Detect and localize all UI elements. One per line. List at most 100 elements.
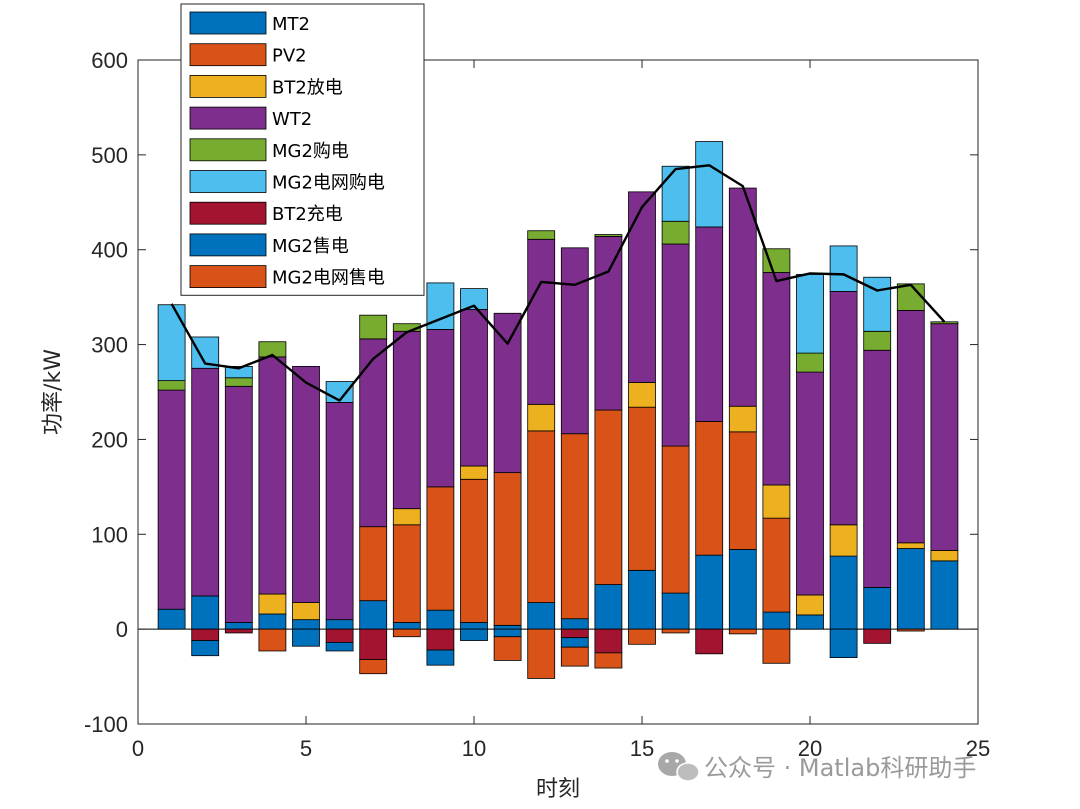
legend-swatch xyxy=(189,170,267,193)
bar-segment xyxy=(460,628,488,641)
bar-segment xyxy=(863,349,892,588)
bar-segment xyxy=(863,628,892,644)
bar-segment xyxy=(325,402,354,621)
x-axis-title: 时刻 xyxy=(536,777,580,802)
legend-label: BT2放电 xyxy=(272,77,343,98)
bar-segment xyxy=(930,550,959,562)
bar-segment xyxy=(460,309,488,467)
bar-segment xyxy=(359,628,388,660)
bar-segment xyxy=(157,608,186,630)
bar-segment xyxy=(392,508,421,526)
axes-box xyxy=(137,59,979,725)
bar-segment xyxy=(560,628,589,639)
bar-segment xyxy=(560,433,589,620)
bar-segment xyxy=(157,304,186,382)
bar-segment xyxy=(762,628,791,664)
bar-segment xyxy=(191,628,220,641)
bar-segment xyxy=(493,636,522,661)
legend: MT2 PV2 BT2放电 WT2 MG2购电 MG2电网购电 BT2充电 MG2售电 MG2电… xyxy=(180,3,425,296)
bar-segment xyxy=(829,245,858,292)
watermark: 公众号 · Matlab科研助手 xyxy=(658,752,976,782)
bar-segment xyxy=(560,637,589,648)
bar-segment xyxy=(594,409,623,585)
bar-segment xyxy=(628,628,656,645)
bar-segment xyxy=(661,592,690,630)
bar-segment xyxy=(224,365,253,379)
x-tick-label: 25 xyxy=(966,736,990,761)
bar-segment xyxy=(796,614,824,630)
bar-segment xyxy=(527,628,556,679)
bar-segment xyxy=(392,524,421,623)
bar-segment xyxy=(728,549,757,630)
bar-segment xyxy=(695,628,724,655)
bar-segment xyxy=(695,141,724,228)
bar-segment xyxy=(661,445,690,594)
bar-segment xyxy=(628,406,656,571)
bar-segment xyxy=(460,288,488,310)
bar-segment xyxy=(930,323,959,551)
load-line xyxy=(170,164,946,402)
bar-segment xyxy=(292,602,320,621)
bar-segment xyxy=(896,310,925,544)
bar-segment xyxy=(728,628,757,635)
bar-segment xyxy=(527,238,556,405)
bar-segment xyxy=(426,649,455,666)
bar-segment xyxy=(527,230,556,240)
bar-segment xyxy=(460,622,488,630)
y-tick-label: 400 xyxy=(91,238,128,263)
legend-swatch xyxy=(189,75,267,98)
watermark-text: 公众号 · Matlab科研助手 xyxy=(704,754,976,782)
bar-segment xyxy=(728,187,757,407)
bar-segment xyxy=(359,338,388,528)
bar-segment xyxy=(796,273,824,354)
bar-segment xyxy=(493,312,522,474)
legend-label: MG2售电 xyxy=(272,236,349,257)
bar-segment xyxy=(863,330,892,351)
bar-segment xyxy=(258,628,287,652)
bar-segment xyxy=(796,352,824,373)
bar-segment xyxy=(594,584,623,630)
bar-segment xyxy=(762,484,791,519)
legend-label: MT2 xyxy=(272,14,310,35)
bar-segment xyxy=(292,628,320,647)
bar-segment xyxy=(661,628,690,634)
bar-segment xyxy=(661,165,690,222)
legend-label: PV2 xyxy=(272,46,307,67)
bar-segment xyxy=(157,380,186,391)
bar-segment xyxy=(829,291,858,526)
legend-label: MG2购电 xyxy=(272,141,349,162)
bar-segment xyxy=(325,642,354,652)
bar-segment xyxy=(191,595,220,630)
legend-label: WT2 xyxy=(272,109,312,130)
bar-segment xyxy=(896,548,925,630)
bar-segment xyxy=(930,560,959,630)
bar-segment xyxy=(493,472,522,626)
bar-segment xyxy=(426,609,455,630)
bar-segment xyxy=(695,226,724,422)
bar-segment xyxy=(224,385,253,623)
bar-segment xyxy=(224,628,253,634)
bar-segment xyxy=(594,628,623,654)
bar-segment xyxy=(359,314,388,340)
bar-segment xyxy=(628,191,656,383)
legend-label: MG2电网售电 xyxy=(272,268,385,289)
bar-segment xyxy=(560,618,589,630)
bar-segment xyxy=(762,517,791,613)
bar-segment xyxy=(628,569,656,630)
bar-segment xyxy=(359,659,388,675)
bar-segment xyxy=(258,613,287,630)
bar-segment xyxy=(292,365,320,603)
bar-segment xyxy=(560,247,589,435)
legend-swatch xyxy=(189,106,267,130)
y-tick-label: -100 xyxy=(84,712,128,737)
bar-segment xyxy=(460,465,488,480)
bar-segment xyxy=(762,611,791,630)
bar-segment xyxy=(191,367,220,597)
bar-segment xyxy=(359,600,388,630)
bar-segment xyxy=(594,652,623,669)
bar-segment xyxy=(460,478,488,623)
bar-segment xyxy=(527,602,556,630)
bar-segment xyxy=(661,243,690,447)
